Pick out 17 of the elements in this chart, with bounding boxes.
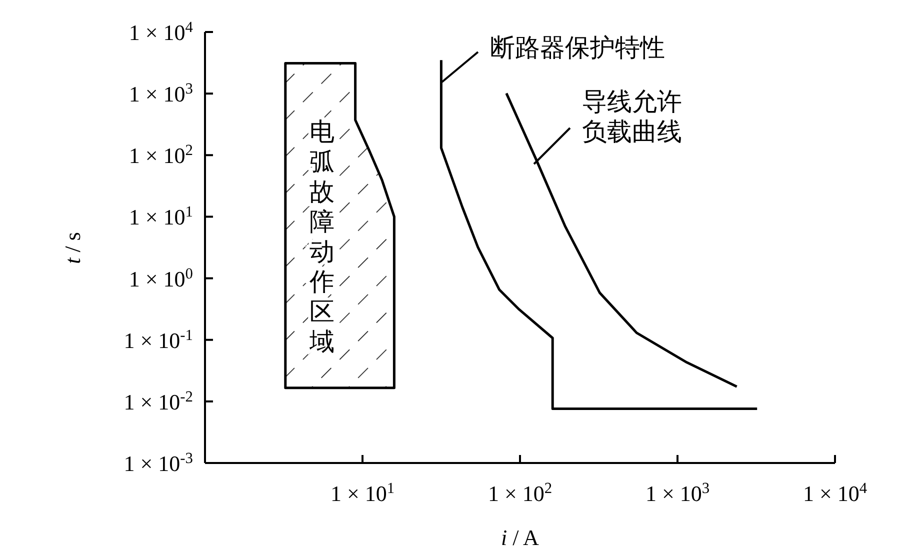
y-tick-label: 1 × 10$^{1}$ — [128, 203, 193, 230]
x-tick-label: 1 × 10$^{4}$ — [802, 480, 868, 506]
y-tick-label: 1 × 10$^{3}$ — [128, 80, 194, 107]
x-tick-label: 1 × 10$^{1}$ — [330, 480, 395, 506]
annotation: 电弧故障动作区域 — [310, 117, 334, 356]
y-tick-label: 1 × 10$^{0}$ — [128, 264, 194, 292]
y-tick-label: 1 × 10$^{4}$ — [128, 18, 194, 45]
series-label: 导线允许负载曲线 — [582, 87, 682, 146]
y-tick-label: 1 × 10$^{2}$ — [128, 142, 193, 168]
x-tick-label: 1 × 10$^{3}$ — [645, 480, 710, 506]
y-tick-label: 1 × 10$^{-2}$ — [124, 388, 193, 414]
x-tick-label: 1 × 10$^{2}$ — [488, 480, 552, 506]
y-tick-label: 1 × 10$^{-1}$ — [124, 326, 193, 353]
y-tick-label: 1 × 10$^{-3}$ — [124, 450, 194, 476]
series-label: 断路器保护特性 — [490, 33, 665, 62]
x-axis-title: i / A — [501, 525, 540, 550]
y-axis-title: t / s — [60, 232, 85, 264]
